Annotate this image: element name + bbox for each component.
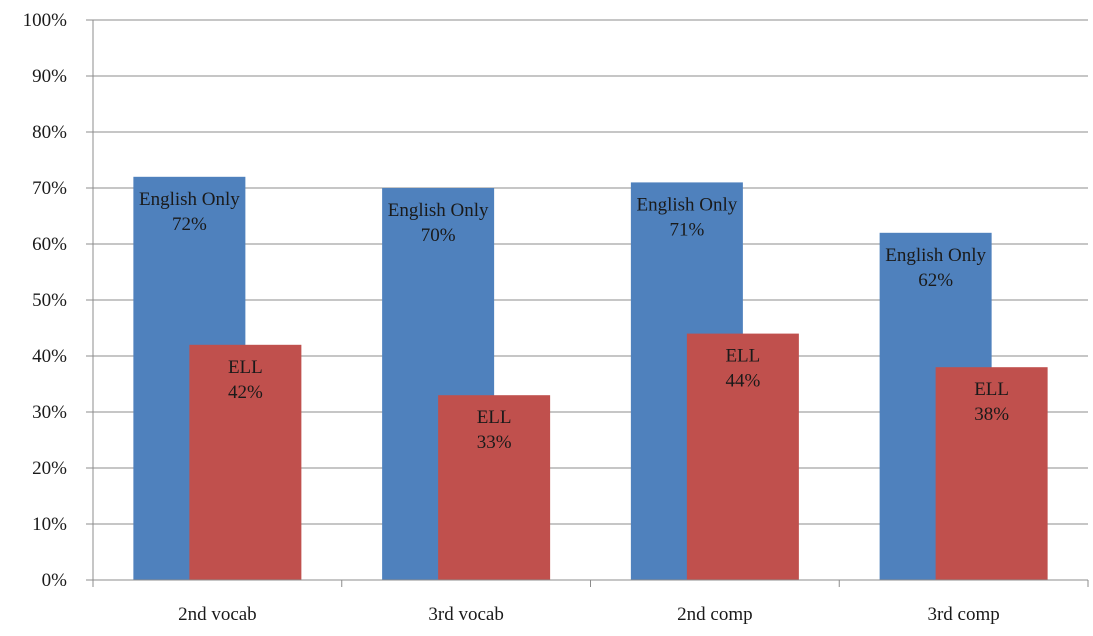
y-tick-label: 60% bbox=[32, 234, 67, 255]
y-tick-label: 70% bbox=[32, 178, 67, 199]
y-tick-label: 100% bbox=[23, 10, 68, 31]
x-tick-label: 3rd comp bbox=[927, 604, 999, 625]
labels: 0% 10% 20% 30% 40% 50% 60% 70% 80% 90% 100% English… bbox=[23, 10, 1010, 625]
x-tick-label: 2nd vocab bbox=[178, 604, 257, 625]
x-tick-label: 2nd comp bbox=[677, 604, 752, 625]
bars bbox=[133, 176, 1048, 581]
data-label-value: 44% bbox=[725, 371, 760, 392]
y-tick-label: 50% bbox=[32, 290, 67, 311]
axes bbox=[86, 19, 1089, 587]
bar-ell bbox=[935, 367, 1048, 580]
y-tick-label: 80% bbox=[32, 122, 67, 143]
data-label-series: English Only bbox=[636, 194, 737, 215]
data-label-series: ELL bbox=[228, 357, 263, 378]
x-tick-label: 3rd vocab bbox=[428, 604, 503, 625]
bar-ell bbox=[438, 395, 551, 580]
y-tick-label: 30% bbox=[32, 402, 67, 423]
data-label-value: 71% bbox=[669, 219, 704, 240]
data-label-value: 62% bbox=[918, 270, 953, 291]
data-label-series: English Only bbox=[885, 245, 986, 266]
y-tick-label: 20% bbox=[32, 458, 67, 479]
data-label-series: ELL bbox=[725, 346, 760, 367]
data-label-value: 70% bbox=[421, 225, 456, 246]
bar-ell bbox=[686, 333, 799, 580]
y-tick-label: 10% bbox=[32, 514, 67, 535]
bar-ell bbox=[189, 344, 302, 580]
data-label-series: English Only bbox=[139, 189, 240, 210]
data-label-value: 38% bbox=[974, 404, 1009, 425]
data-label-series: ELL bbox=[477, 407, 512, 428]
y-tick-label: 0% bbox=[42, 570, 68, 591]
y-tick-label: 90% bbox=[32, 66, 67, 87]
data-label-value: 42% bbox=[228, 382, 263, 403]
data-label-series: English Only bbox=[388, 200, 489, 221]
data-label-series: ELL bbox=[974, 379, 1009, 400]
data-label-value: 33% bbox=[477, 432, 512, 453]
y-tick-label: 40% bbox=[32, 346, 67, 367]
data-label-value: 72% bbox=[172, 214, 207, 235]
